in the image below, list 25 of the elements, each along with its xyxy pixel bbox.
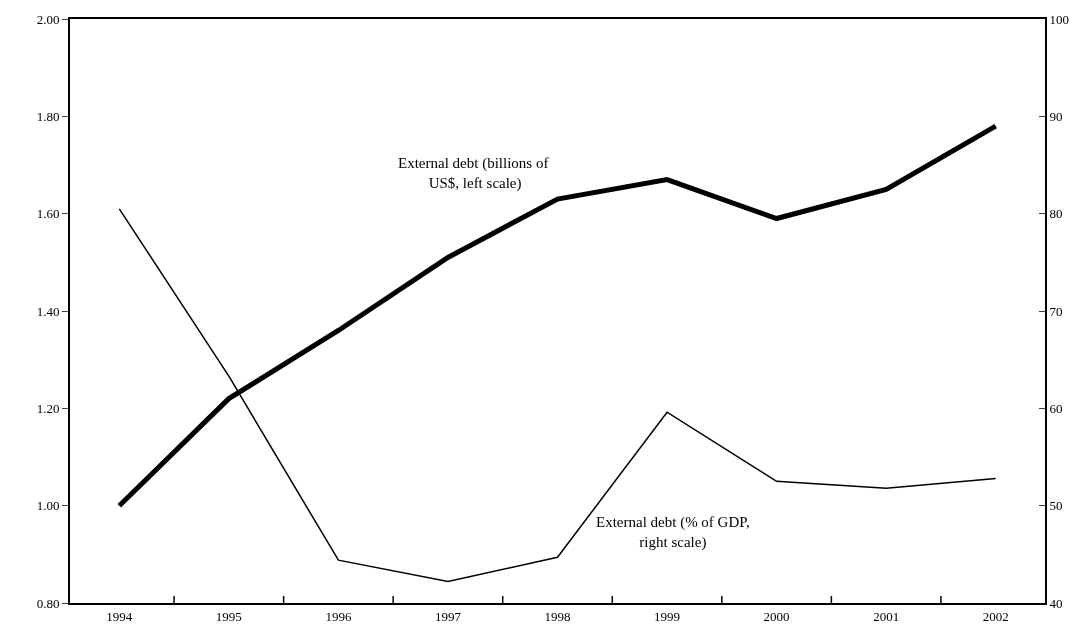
y2-tick-label: 70 xyxy=(1049,303,1063,319)
y-tick-label: 2.00 xyxy=(36,11,60,27)
y2-tick-label: 90 xyxy=(1049,108,1063,124)
y2-tick-label: 100 xyxy=(1049,11,1070,27)
x-tick-label: 1997 xyxy=(434,608,462,624)
x-tick-label: 1994 xyxy=(106,608,133,624)
x-tick-label: 1998 xyxy=(544,608,571,624)
series-label: External debt (billions of US$, left scale) xyxy=(398,155,553,192)
x-tick-label: 2001 xyxy=(873,608,900,624)
x-tick-label: 1999 xyxy=(654,608,681,624)
x-tick-label: 2002 xyxy=(982,608,1009,624)
y-tick-label: 1.80 xyxy=(36,108,60,124)
x-tick-label: 2000 xyxy=(763,608,790,624)
y2-tick-label: 60 xyxy=(1049,400,1063,416)
y2-tick-label: 40 xyxy=(1049,595,1063,611)
y-tick-label: 1.60 xyxy=(36,206,60,222)
y-tick-label: 1.40 xyxy=(36,303,60,319)
x-tick-label: 1995 xyxy=(215,608,242,624)
y-tick-label: 1.00 xyxy=(36,498,60,514)
y-tick-label: 0.80 xyxy=(36,595,60,611)
series-label: External debt (% of GDP, right scale) xyxy=(596,514,750,551)
x-tick-label: 1996 xyxy=(325,608,352,624)
y2-tick-label: 50 xyxy=(1049,498,1063,514)
y-tick-label: 1.20 xyxy=(36,400,60,416)
y2-tick-label: 80 xyxy=(1049,206,1063,222)
